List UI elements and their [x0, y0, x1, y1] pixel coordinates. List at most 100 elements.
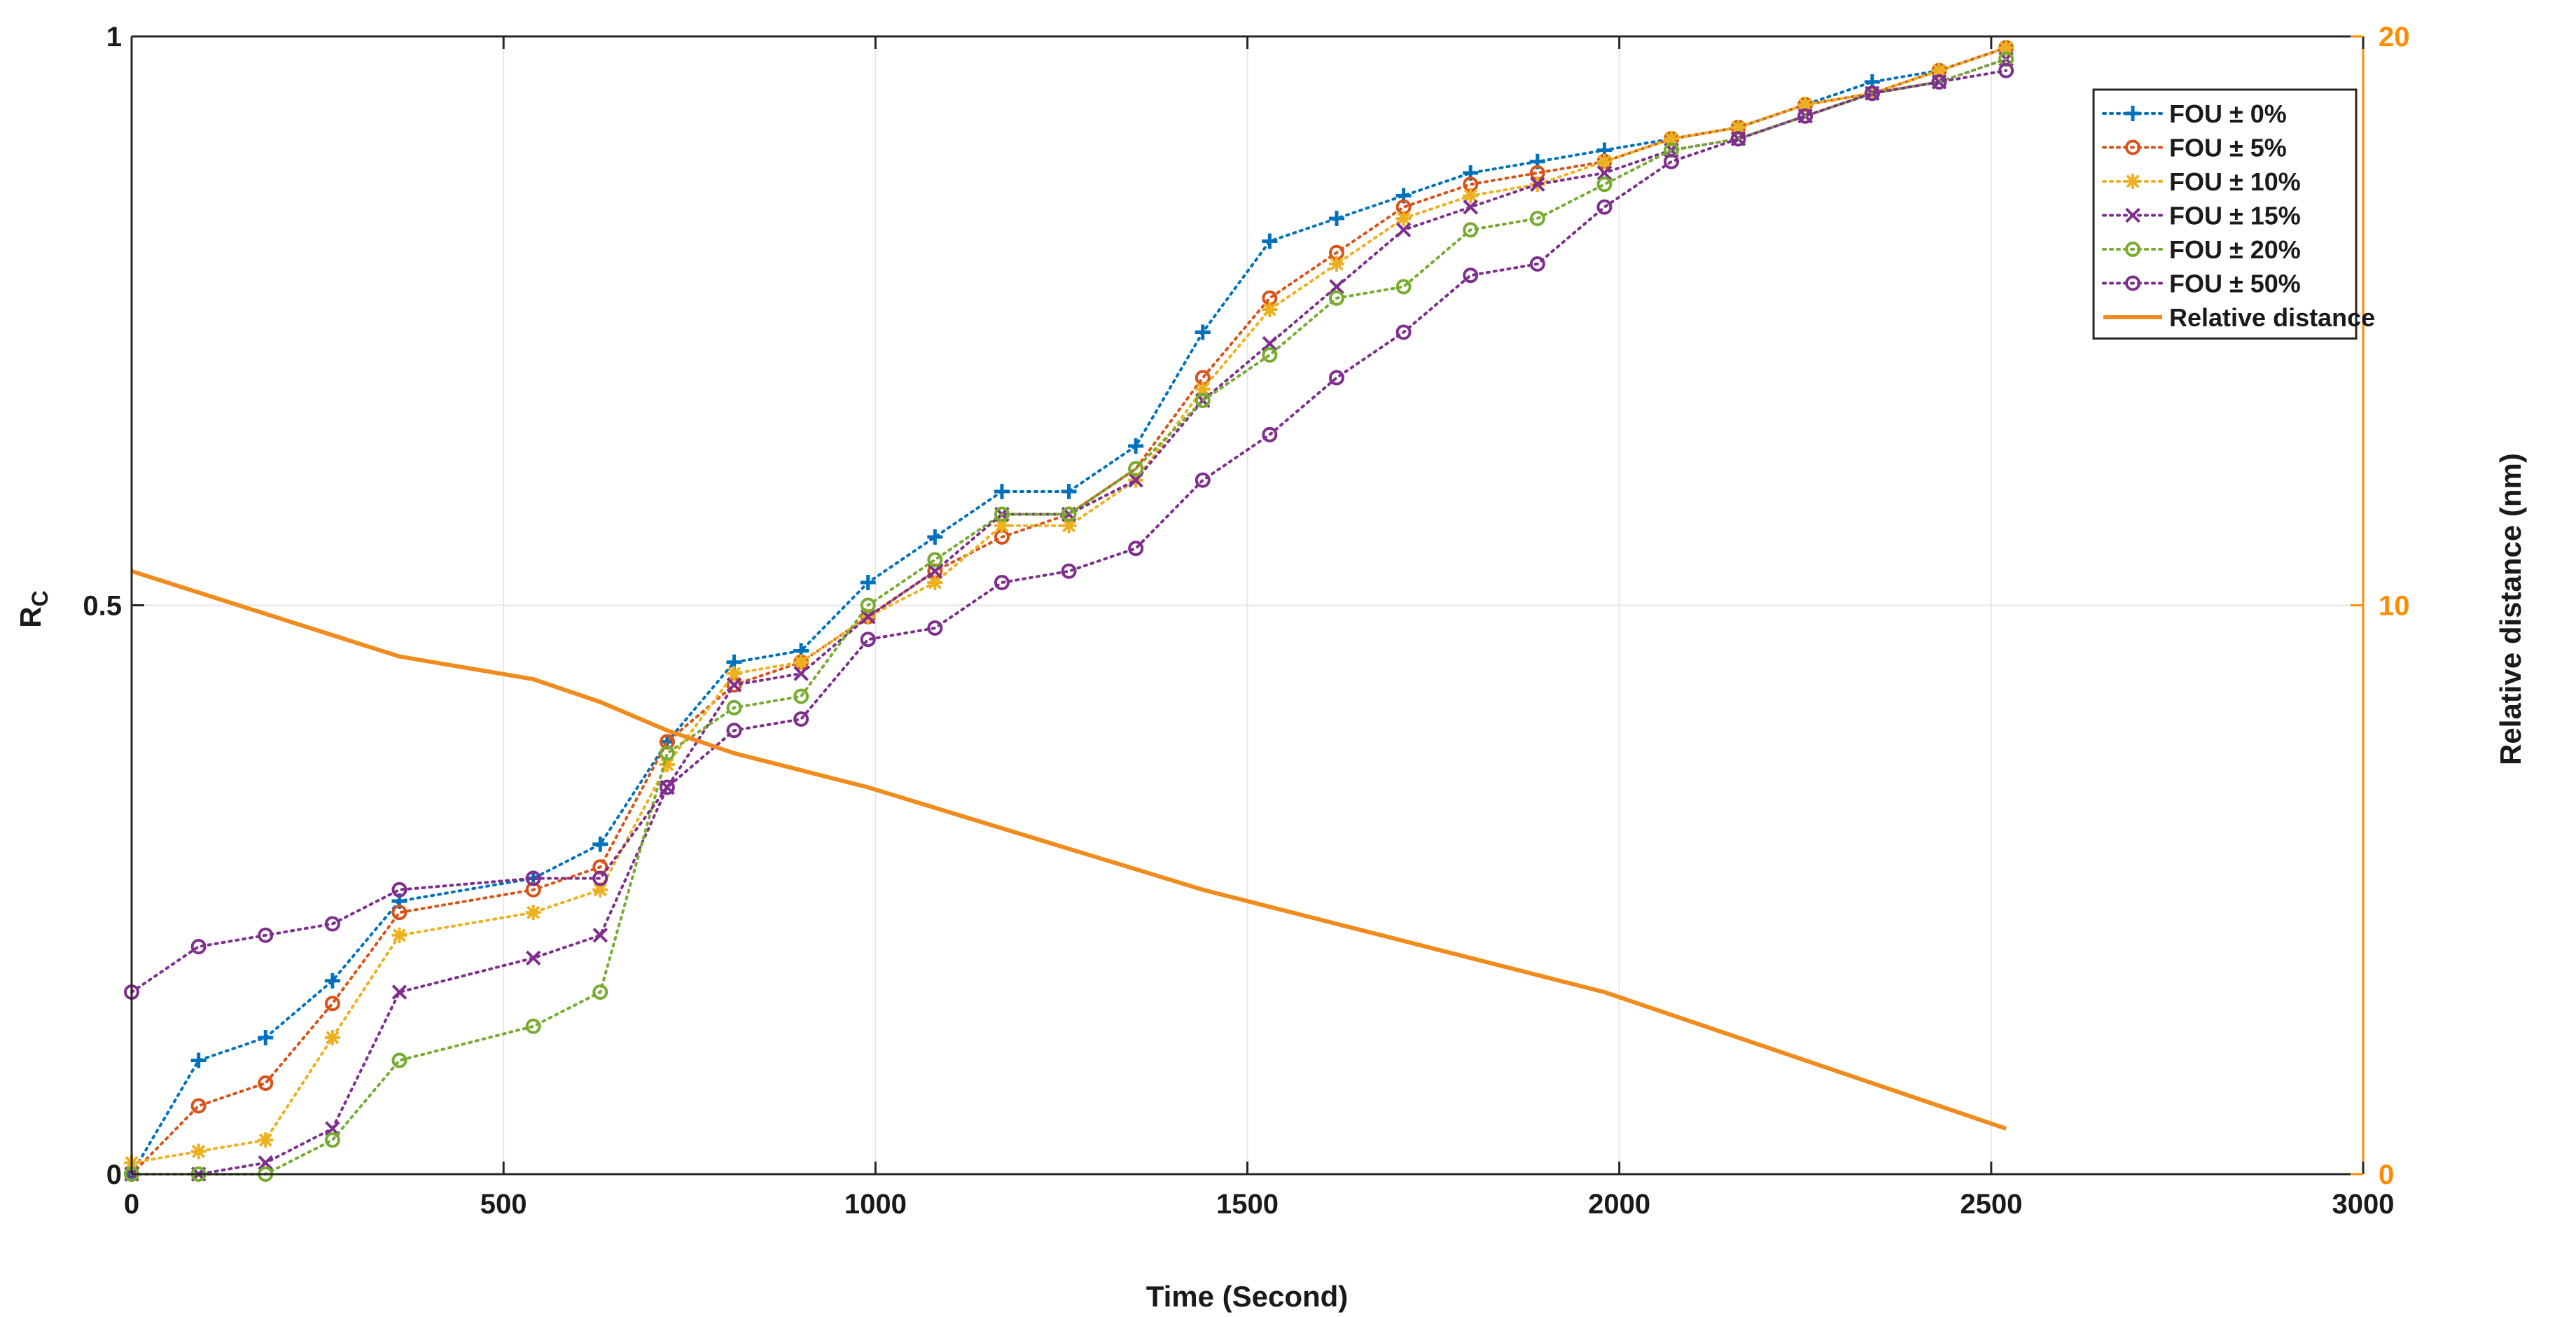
- series-2-point-5: [525, 905, 541, 921]
- series-2-point-18: [1395, 211, 1412, 226]
- series-4-point-10: [860, 597, 876, 613]
- series-2-point-16: [1262, 302, 1278, 317]
- series-5-point-23: [1730, 131, 1746, 147]
- series-5-point-11: [927, 620, 943, 636]
- series-2-point-3: [324, 1030, 340, 1045]
- x-tick-label-0: 0: [124, 1189, 139, 1220]
- series-5-point-20: [1529, 256, 1545, 272]
- x-axis-title: Time (Second): [1146, 1280, 1349, 1313]
- series-0-point-10: [860, 575, 876, 590]
- series-1-point-2: [258, 1075, 274, 1091]
- series-4-point-19: [1463, 222, 1479, 238]
- x-tick-label-2: 1000: [844, 1189, 907, 1220]
- legend-label-5: FOU ± 50%: [2169, 270, 2301, 298]
- series-2-point-12: [994, 517, 1010, 534]
- series-4-point-20: [1529, 211, 1545, 226]
- series-0-point-16: [1262, 233, 1278, 249]
- legend: FOU ± 0% FOU ± 5% FOU ± 10% FOU ± 15% FOU ± …: [2092, 88, 2375, 340]
- series-2-point-15: [1195, 381, 1211, 397]
- legend-marker-4: [2125, 242, 2140, 257]
- legend-label-0: FOU ± 0%: [2169, 99, 2287, 128]
- relative-distance-line: [131, 569, 2007, 1131]
- series-2-point-26: [1931, 62, 1947, 78]
- legend-label-3: FOU ± 15%: [2169, 202, 2301, 230]
- series-5-point-25: [1864, 85, 1880, 102]
- series-5-point-18: [1395, 324, 1412, 340]
- series-3-point-11: [927, 563, 943, 579]
- series-4-point-14: [1128, 461, 1144, 477]
- series-4-point-12: [994, 506, 1010, 522]
- y-axis-title-sub: C: [27, 590, 53, 606]
- series-0-point-12: [994, 484, 1010, 499]
- series-5-point-15: [1195, 472, 1211, 488]
- series-2-line: [130, 46, 2008, 1164]
- series-3-point-21: [1596, 165, 1613, 181]
- series-5-line: [130, 69, 2008, 994]
- series-3-point-18: [1395, 222, 1412, 238]
- series-5-point-12: [994, 575, 1010, 590]
- series-2-point-2: [258, 1132, 274, 1148]
- y2-tick-label-0: 0: [2379, 1159, 2394, 1190]
- series-5-point-1: [190, 939, 207, 954]
- series-4-point-6: [592, 984, 608, 1000]
- y-tick-label-1: 0.5: [83, 591, 122, 622]
- legend-marker-2: [2125, 174, 2140, 189]
- legend-marker-5: [2125, 275, 2140, 291]
- series-5-point-24: [1797, 108, 1813, 124]
- legend-marker-0: [2125, 106, 2140, 121]
- series-4-point-16: [1262, 347, 1278, 363]
- series-4-point-4: [391, 1052, 408, 1068]
- series-1-point-4: [391, 905, 408, 921]
- series-5-point-4: [391, 882, 408, 898]
- series-3-point-6: [592, 927, 608, 943]
- series-3-point-16: [1262, 335, 1278, 351]
- series-5-point-2: [258, 927, 274, 943]
- series-1-point-3: [324, 996, 340, 1012]
- series-1-point-1: [190, 1098, 207, 1114]
- series-2-point-23: [1730, 120, 1746, 135]
- y2-axis-title: Relative distance (nm): [2494, 453, 2527, 765]
- series-4-point-5: [525, 1018, 541, 1034]
- series-0-point-1: [190, 1052, 207, 1068]
- series-5-point-6: [592, 870, 608, 886]
- series-4-point-9: [793, 688, 809, 704]
- series-5-point-5: [525, 870, 541, 886]
- series-2-point-8: [726, 666, 742, 681]
- series-5-point-8: [726, 723, 742, 739]
- series-5-point-21: [1596, 199, 1613, 215]
- series-4-point-17: [1328, 290, 1344, 306]
- legend-marker-3: [2125, 207, 2140, 223]
- legend-box: [2092, 88, 2358, 340]
- series-2-point-27: [1998, 40, 2014, 56]
- series-0-point-17: [1328, 211, 1344, 226]
- series-4-point-13: [1061, 506, 1077, 522]
- series-5-point-14: [1128, 541, 1144, 557]
- x-tick-label-1: 500: [480, 1189, 527, 1220]
- series-3-point-5: [525, 950, 541, 966]
- series-5-point-19: [1463, 267, 1479, 284]
- series-3-point-19: [1463, 199, 1478, 215]
- series-5-point-17: [1328, 370, 1344, 386]
- legend-label-4: FOU ± 20%: [2169, 235, 2301, 264]
- series-0-point-13: [1061, 484, 1077, 499]
- series-3-point-20: [1530, 176, 1545, 193]
- series-5-point-7: [659, 779, 675, 795]
- series-2-point-24: [1797, 97, 1813, 113]
- series-0-point-3: [324, 973, 340, 989]
- series-5-point-9: [793, 711, 809, 727]
- legend-label-1: FOU ± 5%: [2169, 134, 2287, 162]
- series-3-point-2: [258, 1155, 273, 1171]
- series-4-point-11: [927, 552, 943, 568]
- legend-marker-1: [2125, 139, 2140, 155]
- series-0-point-2: [258, 1030, 274, 1045]
- series-5-point-13: [1061, 563, 1077, 579]
- y2-tick-label-1: 10: [2379, 591, 2410, 622]
- series-4-point-15: [1195, 393, 1211, 408]
- y-tick-label-0: 0: [106, 1159, 122, 1190]
- series-2-point-17: [1328, 256, 1344, 272]
- series-0-line: [130, 46, 2008, 1176]
- series-4-point-18: [1395, 279, 1412, 295]
- series-0-point-11: [927, 529, 943, 545]
